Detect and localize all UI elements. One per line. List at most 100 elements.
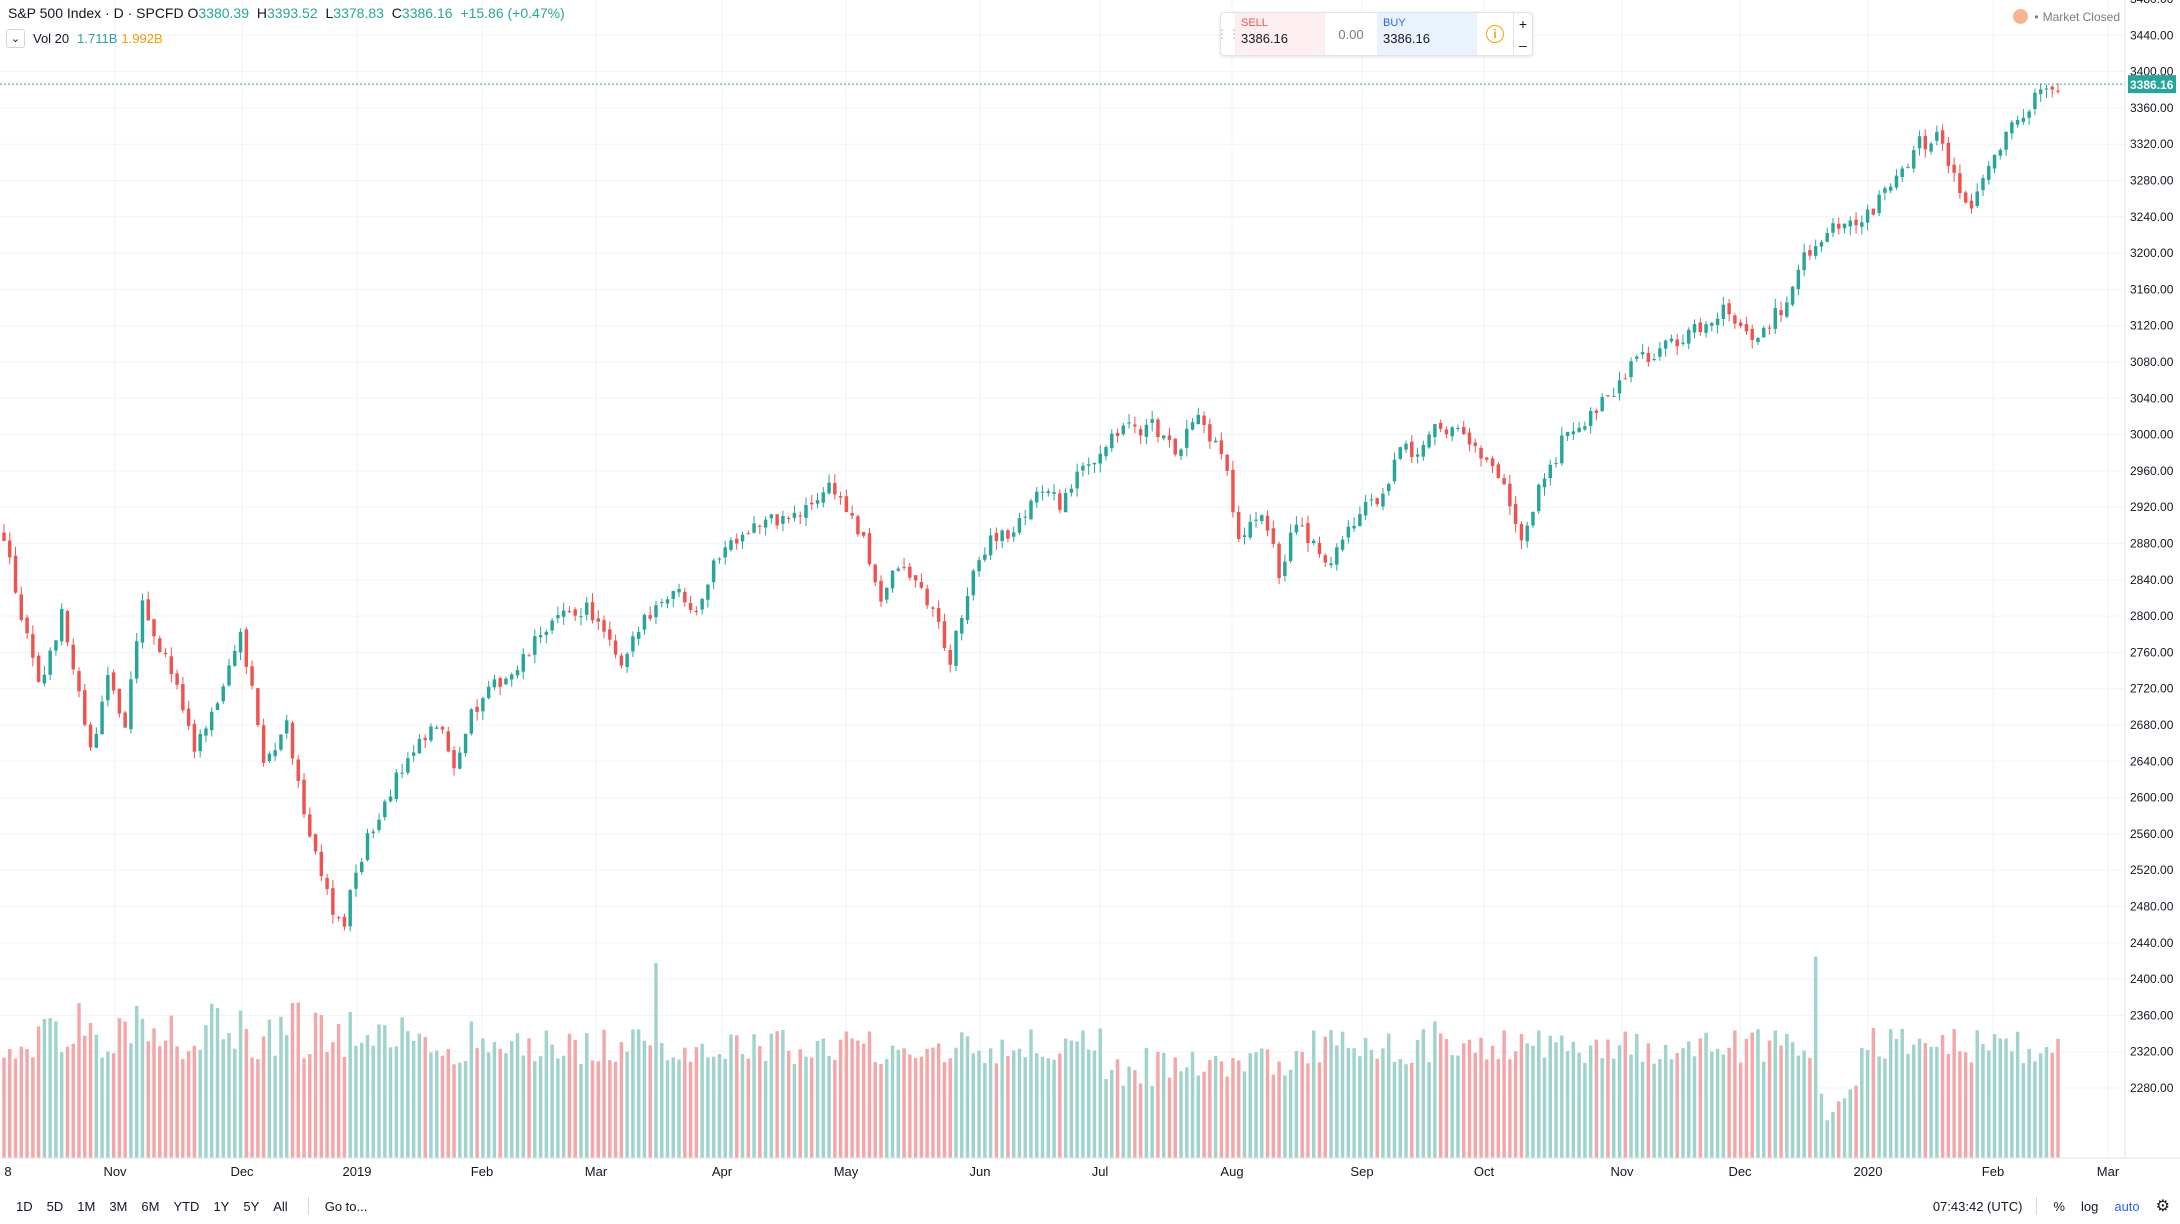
price-chart[interactable]: 2280.00 2320.00 2360.00 2400.00 2440.00 2480.… <box>0 0 2180 1188</box>
volume-bar <box>1998 1038 2003 1158</box>
volume-bar <box>1323 1036 1327 1158</box>
candle-body <box>181 684 185 711</box>
goto-button[interactable]: Go to... <box>324 1198 368 1214</box>
candle-body <box>1133 424 1137 427</box>
volume-bar <box>1600 1058 1604 1158</box>
time-tick-label: 2020 <box>1854 1164 1883 1179</box>
candle-body <box>1138 429 1143 436</box>
candle-body <box>740 534 745 542</box>
volume-bar <box>388 1047 393 1158</box>
candle-body <box>1404 443 1408 450</box>
gear-icon[interactable]: ⚙ <box>2155 1198 2170 1215</box>
range-1m[interactable]: 1M <box>77 1198 96 1214</box>
volume-bar <box>290 1002 295 1158</box>
candle-body <box>71 644 75 670</box>
volume-bar <box>879 1064 883 1158</box>
candle-body <box>406 758 410 773</box>
candle-body <box>359 861 364 873</box>
volume-bar <box>913 1057 918 1158</box>
volume-bar <box>175 1046 179 1158</box>
log-toggle[interactable]: log <box>2080 1198 2099 1214</box>
range-all[interactable]: All <box>273 1198 288 1214</box>
volume-bar <box>434 1050 439 1158</box>
clock[interactable]: 07:43:42 (UTC) <box>1932 1198 2023 1214</box>
candle-body <box>1831 223 1835 233</box>
volume-bar <box>1963 1052 1968 1158</box>
candle-body <box>106 674 110 701</box>
volume-bar <box>169 1015 174 1158</box>
volume-bar <box>1860 1047 1864 1158</box>
range-ytd[interactable]: YTD <box>173 1198 200 1214</box>
volume-bar <box>1750 1032 1754 1158</box>
volume-bar <box>1738 1062 1743 1158</box>
candle-body <box>706 584 710 600</box>
candle-body <box>908 566 912 578</box>
range-5d[interactable]: 5D <box>46 1198 64 1214</box>
high-label: H <box>256 5 267 21</box>
volume-bar <box>2044 1047 2049 1158</box>
candle-body <box>925 588 929 606</box>
candle-body <box>827 482 831 494</box>
range-6m[interactable]: 6M <box>141 1198 160 1214</box>
volume-bar <box>683 1047 687 1158</box>
minus-button[interactable]: – <box>1519 36 1527 53</box>
price-tick-label: 3320.00 <box>2130 137 2174 151</box>
volume-bar <box>377 1024 381 1158</box>
volume-bar <box>786 1050 791 1158</box>
volume-bar <box>925 1048 929 1158</box>
candle-body <box>1848 220 1853 227</box>
candle-body <box>1606 395 1610 397</box>
range-1y[interactable]: 1Y <box>213 1198 230 1214</box>
drag-handle-icon[interactable]: ⋮⋮ <box>1216 27 1240 41</box>
volume-bar <box>1981 1044 1985 1158</box>
volume-bar <box>256 1059 260 1158</box>
candle-body <box>1335 547 1339 565</box>
candle-body <box>1779 310 1783 316</box>
candle-body <box>400 772 404 774</box>
volume-bar <box>238 1010 243 1158</box>
candle-body <box>1300 525 1304 527</box>
volume-bar <box>1023 1057 1027 1158</box>
volume-bar <box>1438 1033 1443 1158</box>
open-value: 3380.39 <box>198 5 249 21</box>
auto-toggle[interactable]: auto <box>2114 1198 2140 1214</box>
price-tick-label: 2280.00 <box>2130 1081 2174 1095</box>
range-5y[interactable]: 5Y <box>243 1198 260 1214</box>
candle-body <box>1081 465 1085 471</box>
candle-body <box>2050 86 2054 90</box>
candle-body <box>94 733 99 748</box>
candle-body <box>1052 492 1056 494</box>
volume-bar <box>706 1057 710 1158</box>
volume-bar <box>1710 1051 1714 1158</box>
range-3m[interactable]: 3M <box>109 1198 128 1214</box>
volume-bar <box>1075 1041 1079 1158</box>
volume-bar <box>896 1049 901 1158</box>
candle-body <box>1756 338 1760 343</box>
candle-body <box>856 516 860 535</box>
sell-label: SELL <box>1241 17 1268 29</box>
chevron-down-icon[interactable]: ⌄ <box>6 29 25 48</box>
volume-bar <box>1935 1046 1939 1158</box>
volume-bar <box>1167 1077 1172 1158</box>
candle-body <box>1900 168 1904 178</box>
plus-button[interactable]: + <box>1518 15 1528 32</box>
volume-bar <box>411 1040 416 1158</box>
volume-bar <box>215 1008 220 1158</box>
candle-body <box>965 596 970 620</box>
range-1d[interactable]: 1D <box>16 1198 33 1214</box>
volume-bar <box>123 1021 127 1158</box>
candle-body <box>1819 242 1824 247</box>
candle-body <box>163 652 168 655</box>
volume-bar <box>94 1034 99 1158</box>
candle-body <box>1687 329 1691 344</box>
buy-button[interactable]: BUY 3386.16 <box>1377 13 1477 55</box>
price-tick-label: 3120.00 <box>2130 319 2174 333</box>
candle-body <box>1461 427 1466 435</box>
info-button[interactable]: i <box>1477 13 1513 55</box>
volume-bar <box>1692 1056 1697 1158</box>
percent-toggle[interactable]: % <box>2053 1198 2065 1214</box>
volume-bar <box>331 1042 335 1158</box>
candle-body <box>244 629 249 667</box>
sell-button[interactable]: SELL 3386.16 <box>1235 13 1325 55</box>
volume-bar <box>1606 1039 1610 1158</box>
